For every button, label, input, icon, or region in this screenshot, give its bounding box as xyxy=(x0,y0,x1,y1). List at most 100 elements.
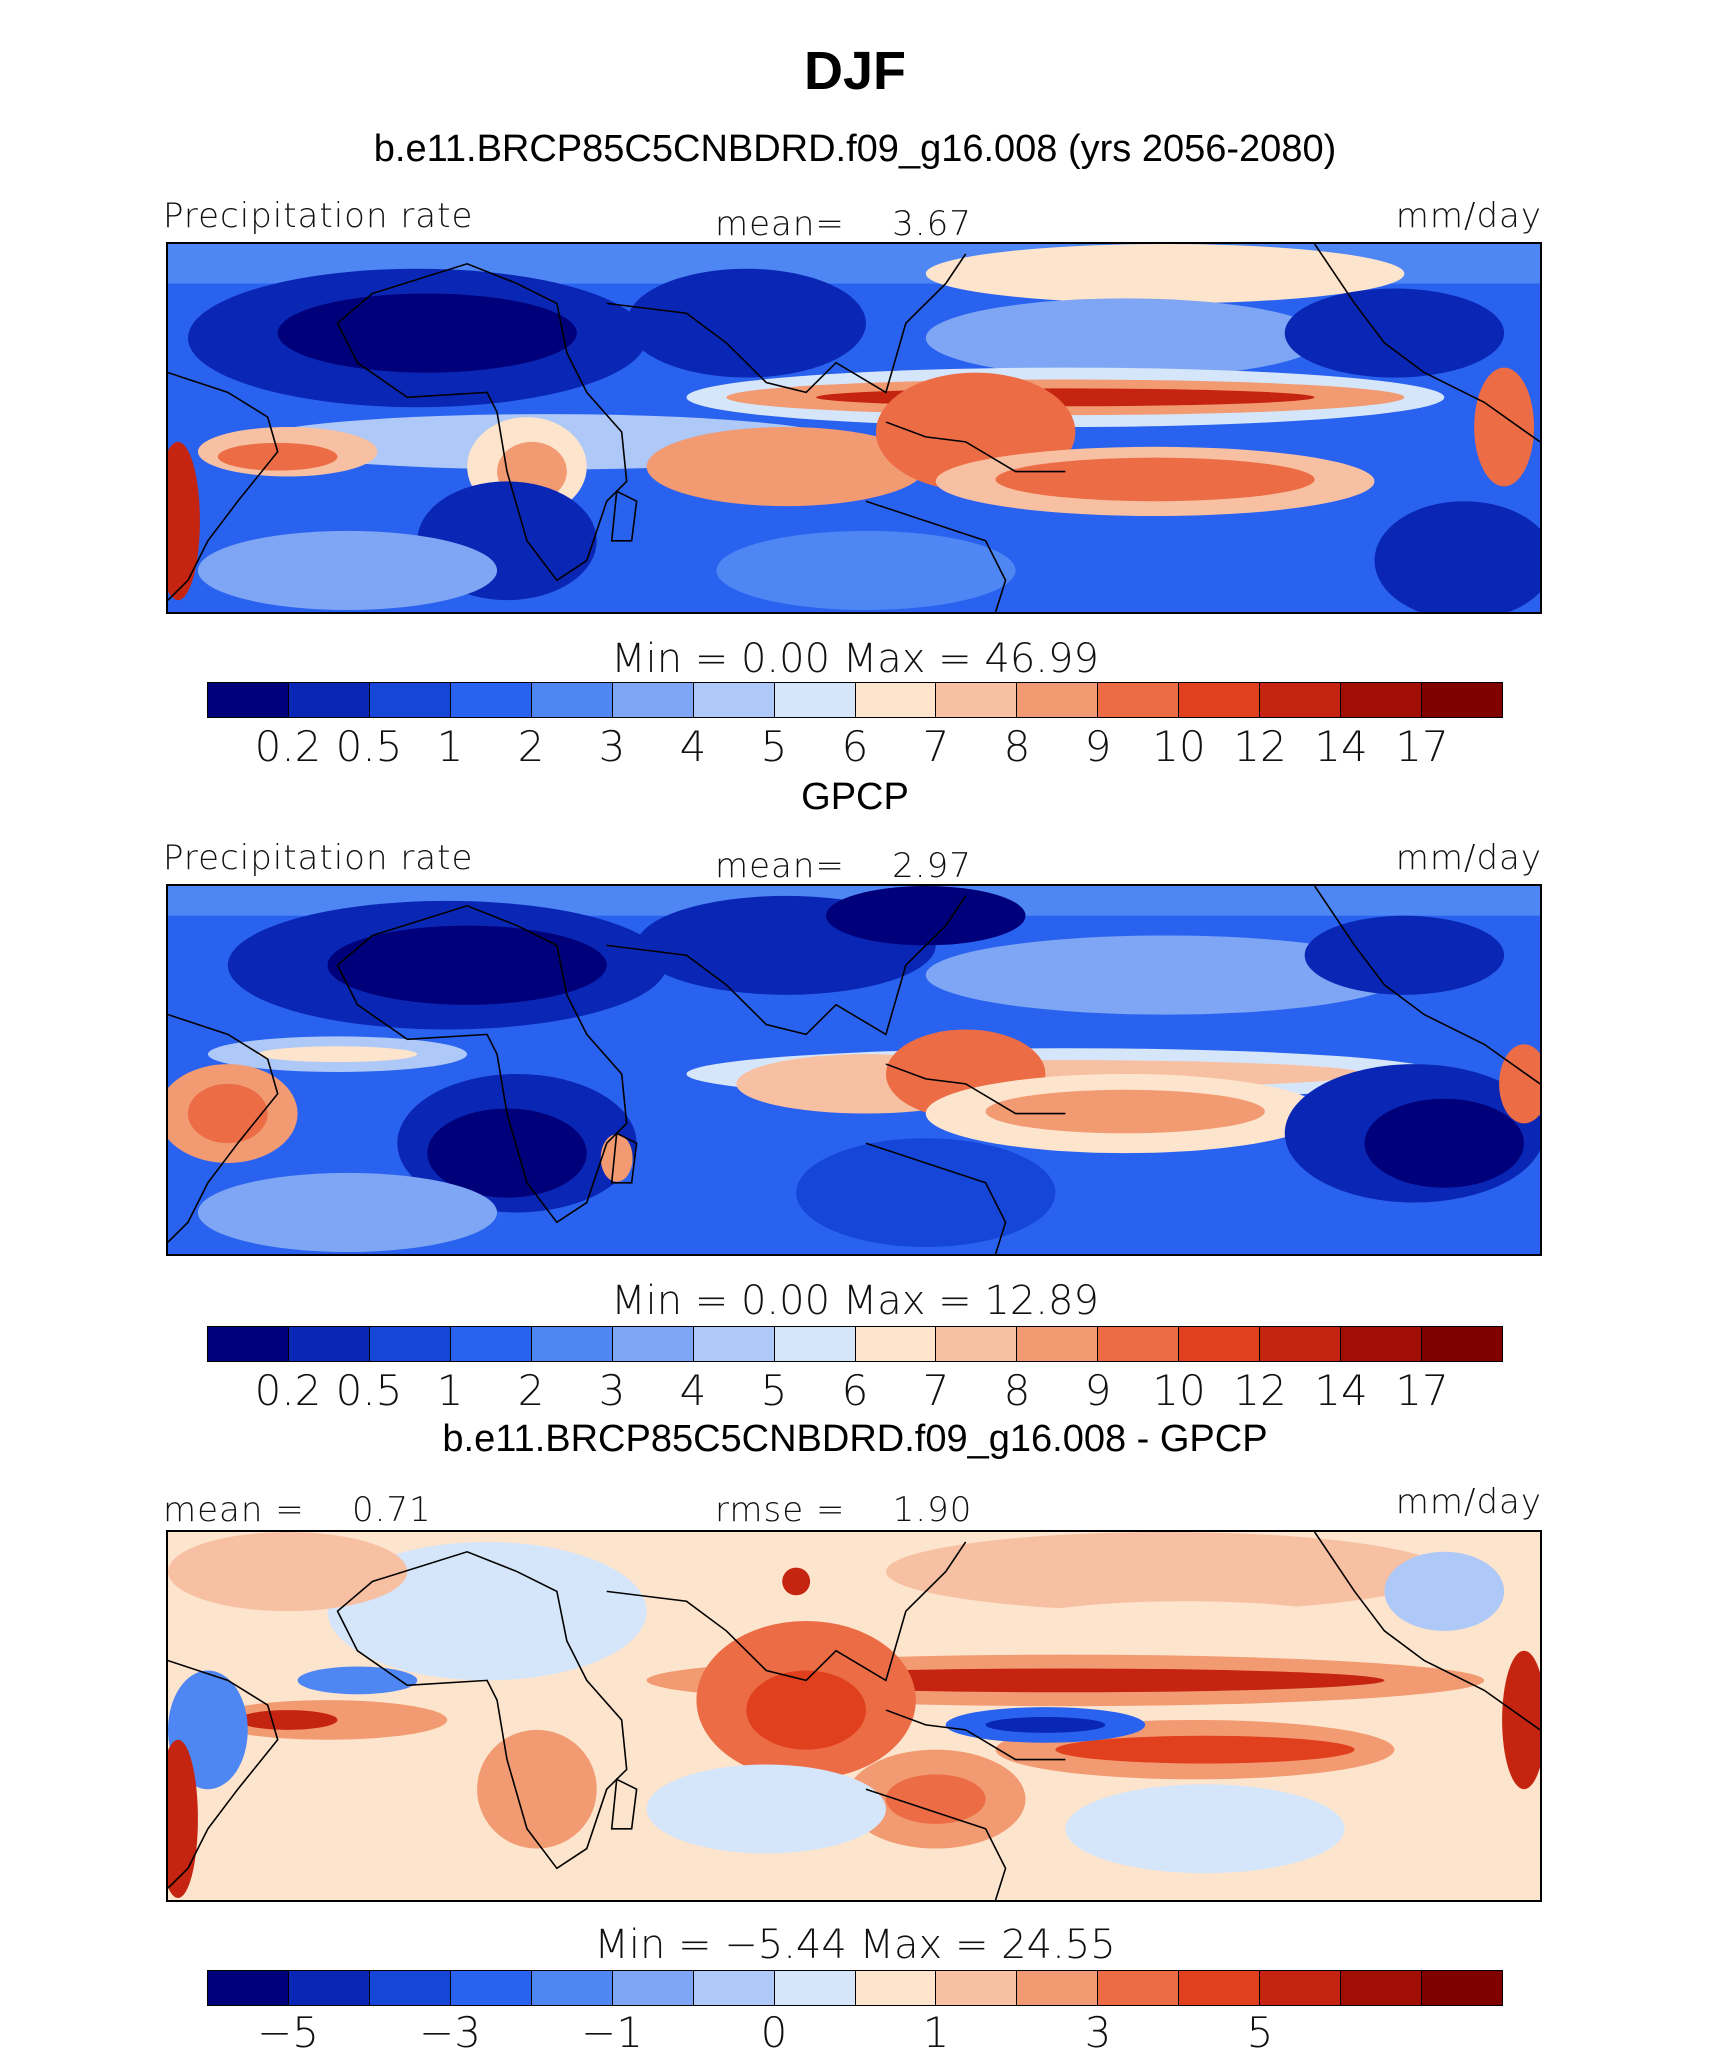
colorbar-cell xyxy=(936,1971,1018,2005)
colorbar-cell xyxy=(369,683,451,717)
colorbar-cell xyxy=(1341,683,1423,717)
colorbar-tick-label: 0.5 xyxy=(335,722,403,771)
colorbar-cell xyxy=(450,1327,532,1361)
colorbar-cell xyxy=(1260,683,1342,717)
colorbar-tick-label: −3 xyxy=(419,2008,481,2057)
colorbar-cell xyxy=(1422,1327,1502,1361)
colorbar-tick-label: 4 xyxy=(679,1366,707,1415)
panel3-mean-label: mean = 0.71 xyxy=(163,1490,432,1530)
colorbar-cell xyxy=(208,683,289,717)
colorbar-cell xyxy=(774,683,856,717)
panel2-map xyxy=(166,884,1542,1256)
colorbar-tick-label: 0.2 xyxy=(254,722,322,771)
panel2-map-svg xyxy=(168,886,1540,1254)
colorbar-tick-label: 0 xyxy=(760,2008,788,2057)
colorbar-cell xyxy=(1179,1327,1261,1361)
colorbar-tick-label: 3 xyxy=(598,722,626,771)
panel1-map xyxy=(166,242,1542,614)
colorbar-cell xyxy=(369,1327,451,1361)
panel2-coastlines xyxy=(168,886,1540,1254)
colorbar-tick-label: 3 xyxy=(598,1366,626,1415)
panel1-units-label: mm/day xyxy=(1395,196,1542,236)
colorbar-tick-label: 8 xyxy=(1003,722,1031,771)
colorbar-tick-label: 2 xyxy=(517,1366,545,1415)
colorbar-cell xyxy=(855,1971,937,2005)
panel2-units-label: mm/day xyxy=(1395,838,1542,878)
colorbar-cell xyxy=(1017,1327,1099,1361)
panel2-colorbar xyxy=(207,1326,1503,1362)
colorbar-cell xyxy=(1179,1971,1261,2005)
colorbar-cell xyxy=(1341,1971,1423,2005)
colorbar-tick-label: 9 xyxy=(1084,722,1112,771)
colorbar-cell xyxy=(1341,1327,1423,1361)
colorbar-tick-label: 12 xyxy=(1233,722,1287,771)
panel3-colorbar xyxy=(207,1970,1503,2006)
colorbar-tick-label: 6 xyxy=(841,1366,869,1415)
colorbar-cell xyxy=(774,1327,856,1361)
colorbar-cell xyxy=(288,1327,370,1361)
colorbar-tick-label: 1 xyxy=(922,2008,950,2057)
colorbar-cell xyxy=(1260,1971,1342,2005)
panel2-title: GPCP xyxy=(801,776,909,818)
colorbar-tick-label: 4 xyxy=(679,722,707,771)
colorbar-tick-label: 14 xyxy=(1314,722,1368,771)
colorbar-cell xyxy=(1098,1327,1180,1361)
colorbar-cell xyxy=(208,1327,289,1361)
colorbar-tick-label: 12 xyxy=(1233,1366,1287,1415)
colorbar-cell xyxy=(612,1971,694,2005)
colorbar-tick-label: 17 xyxy=(1395,1366,1449,1415)
panel3-minmax: Min = −5.44 Max = 24.55 xyxy=(594,1922,1116,1968)
colorbar-tick-label: 0.2 xyxy=(254,1366,322,1415)
panel3-rmse-label: rmse = 1.90 xyxy=(715,1490,973,1530)
panel1-mean-label: mean= 3.67 xyxy=(715,204,972,244)
figure-title: DJF xyxy=(803,41,906,101)
colorbar-cell xyxy=(1098,1971,1180,2005)
colorbar-tick-label: 0.5 xyxy=(335,1366,403,1415)
colorbar-cell xyxy=(693,1971,775,2005)
panel1-colorbar-ticks: 0.2 0.5 1 2 3 4 5 6 7 8 9 10 12 14 17 xyxy=(0,722,1710,772)
panel3-coastlines xyxy=(168,1532,1540,1900)
colorbar-tick-label: 7 xyxy=(922,722,950,771)
colorbar-cell xyxy=(450,1971,532,2005)
colorbar-tick-label: 5 xyxy=(760,1366,788,1415)
colorbar-tick-label: 7 xyxy=(922,1366,950,1415)
colorbar-cell xyxy=(288,683,370,717)
case-title: b.e11.BRCP85C5CNBDRD.f09_g16.008 (yrs 20… xyxy=(373,128,1337,170)
colorbar-cell xyxy=(612,1327,694,1361)
colorbar-cell xyxy=(1422,683,1502,717)
colorbar-cell xyxy=(1260,1327,1342,1361)
colorbar-cell xyxy=(369,1971,451,2005)
colorbar-tick-label: 5 xyxy=(1246,2008,1274,2057)
colorbar-tick-label: 9 xyxy=(1084,1366,1112,1415)
panel3-title: b.e11.BRCP85C5CNBDRD.f09_g16.008 - GPCP xyxy=(442,1418,1268,1460)
colorbar-tick-label: 1 xyxy=(436,722,464,771)
panel2-minmax: Min = 0.00 Max = 12.89 xyxy=(611,1278,1099,1324)
colorbar-cell xyxy=(612,683,694,717)
panel3-colorbar-ticks: −5 −3 −1 0 1 3 5 xyxy=(0,2008,1710,2058)
colorbar-cell xyxy=(774,1971,856,2005)
colorbar-tick-label: 5 xyxy=(760,722,788,771)
colorbar-tick-label: 6 xyxy=(841,722,869,771)
colorbar-cell xyxy=(1179,683,1261,717)
panel3-map xyxy=(166,1530,1542,1902)
colorbar-tick-label: 17 xyxy=(1395,722,1449,771)
colorbar-cell xyxy=(936,1327,1018,1361)
colorbar-tick-label: 10 xyxy=(1152,722,1206,771)
colorbar-cell xyxy=(1017,683,1099,717)
colorbar-tick-label: 1 xyxy=(436,1366,464,1415)
colorbar-tick-label: 10 xyxy=(1152,1366,1206,1415)
colorbar-cell xyxy=(1098,683,1180,717)
panel2-colorbar-ticks: 0.2 0.5 1 2 3 4 5 6 7 8 9 10 12 14 17 xyxy=(0,1366,1710,1416)
colorbar-tick-label: 8 xyxy=(1003,1366,1031,1415)
panel1-colorbar xyxy=(207,682,1503,718)
panel2-field-label: Precipitation rate xyxy=(163,838,474,878)
colorbar-cell xyxy=(450,683,532,717)
colorbar-cell xyxy=(855,683,937,717)
colorbar-cell xyxy=(1422,1971,1502,2005)
panel3-map-svg xyxy=(168,1532,1540,1900)
colorbar-cell xyxy=(855,1327,937,1361)
panel1-map-svg xyxy=(168,244,1540,612)
panel1-coastlines xyxy=(168,244,1540,612)
colorbar-cell xyxy=(531,1971,613,2005)
panel1-field-label: Precipitation rate xyxy=(163,196,474,236)
